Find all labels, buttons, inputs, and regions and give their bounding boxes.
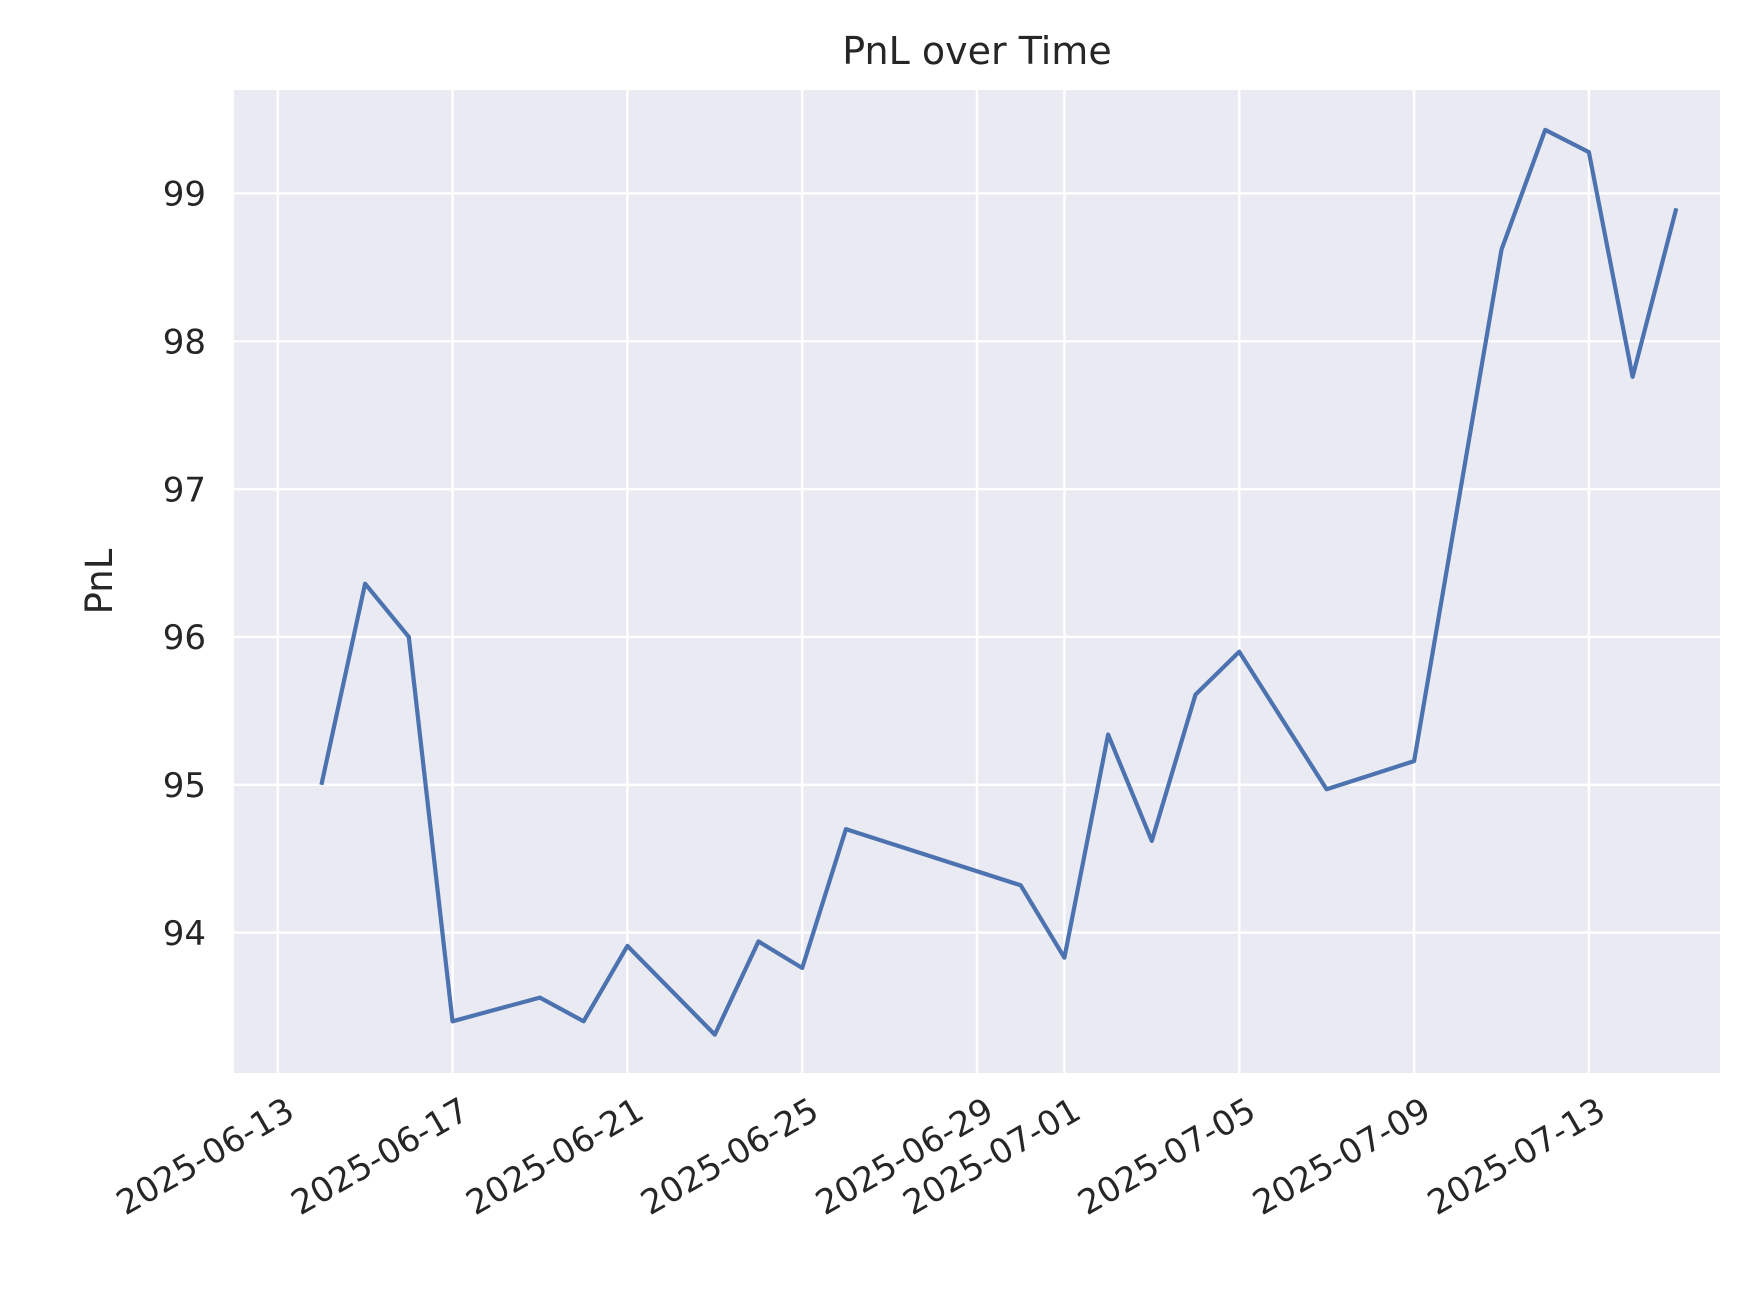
y-tick-label: 99 [163, 175, 206, 215]
series-layer [319, 127, 1679, 1037]
x-tick-label: 2025-06-25 [634, 1090, 825, 1223]
y-tick-label: 94 [163, 914, 206, 954]
x-tick-label: 2025-07-05 [1071, 1090, 1262, 1223]
series-line [319, 127, 1679, 1037]
y-tick-label: 98 [163, 323, 206, 363]
x-axis-ticks: 2025-06-132025-06-172025-06-212025-06-25… [110, 1090, 1612, 1223]
x-tick-label: 2025-07-09 [1246, 1090, 1437, 1223]
y-tick-label: 95 [163, 766, 206, 806]
x-tick-label: 2025-06-21 [459, 1090, 650, 1223]
grid [234, 90, 1720, 1073]
chart-title: PnL over Time [842, 29, 1111, 73]
y-tick-label: 96 [163, 618, 206, 658]
x-tick-label: 2025-06-17 [285, 1090, 476, 1223]
y-tick-label: 97 [163, 470, 206, 510]
y-axis-label: PnL [78, 548, 121, 614]
y-axis-ticks: 94 95 96 97 98 99 [163, 175, 206, 954]
x-tick-label: 2025-06-13 [110, 1090, 301, 1223]
x-tick-label: 2025-07-13 [1421, 1090, 1612, 1223]
